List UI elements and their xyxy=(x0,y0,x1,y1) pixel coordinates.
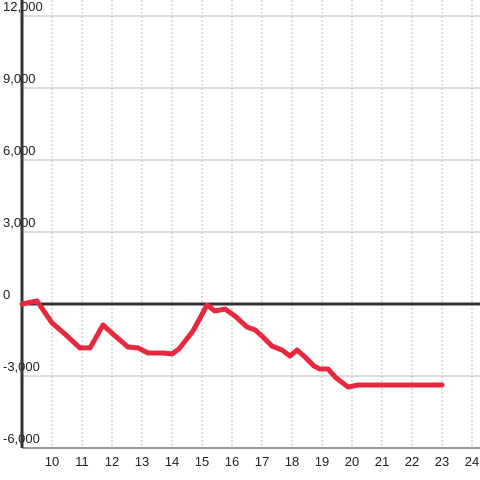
x-tick-label: 14 xyxy=(165,454,179,469)
x-tick-label: 10 xyxy=(45,454,59,469)
x-tick-label: 12 xyxy=(105,454,119,469)
data-line xyxy=(19,298,445,390)
x-tick-label: 24 xyxy=(465,454,479,469)
x-tick-label: 15 xyxy=(195,454,209,469)
y-tick-label: 0 xyxy=(3,287,10,302)
x-tick-label: 13 xyxy=(135,454,149,469)
x-tick-label: 21 xyxy=(375,454,389,469)
x-tick-label: 20 xyxy=(345,454,359,469)
x-tick-label: 22 xyxy=(405,454,419,469)
y-tick-label: 3,000 xyxy=(3,215,36,230)
x-tick-label: 19 xyxy=(315,454,329,469)
y-tick-label: 6,000 xyxy=(3,143,36,158)
x-tick-label: 18 xyxy=(285,454,299,469)
x-tick-label: 16 xyxy=(225,454,239,469)
x-tick-label: 11 xyxy=(75,454,89,469)
x-tick-label: 23 xyxy=(435,454,449,469)
y-tick-label: 9,000 xyxy=(3,71,36,86)
x-tick-label: 17 xyxy=(255,454,269,469)
